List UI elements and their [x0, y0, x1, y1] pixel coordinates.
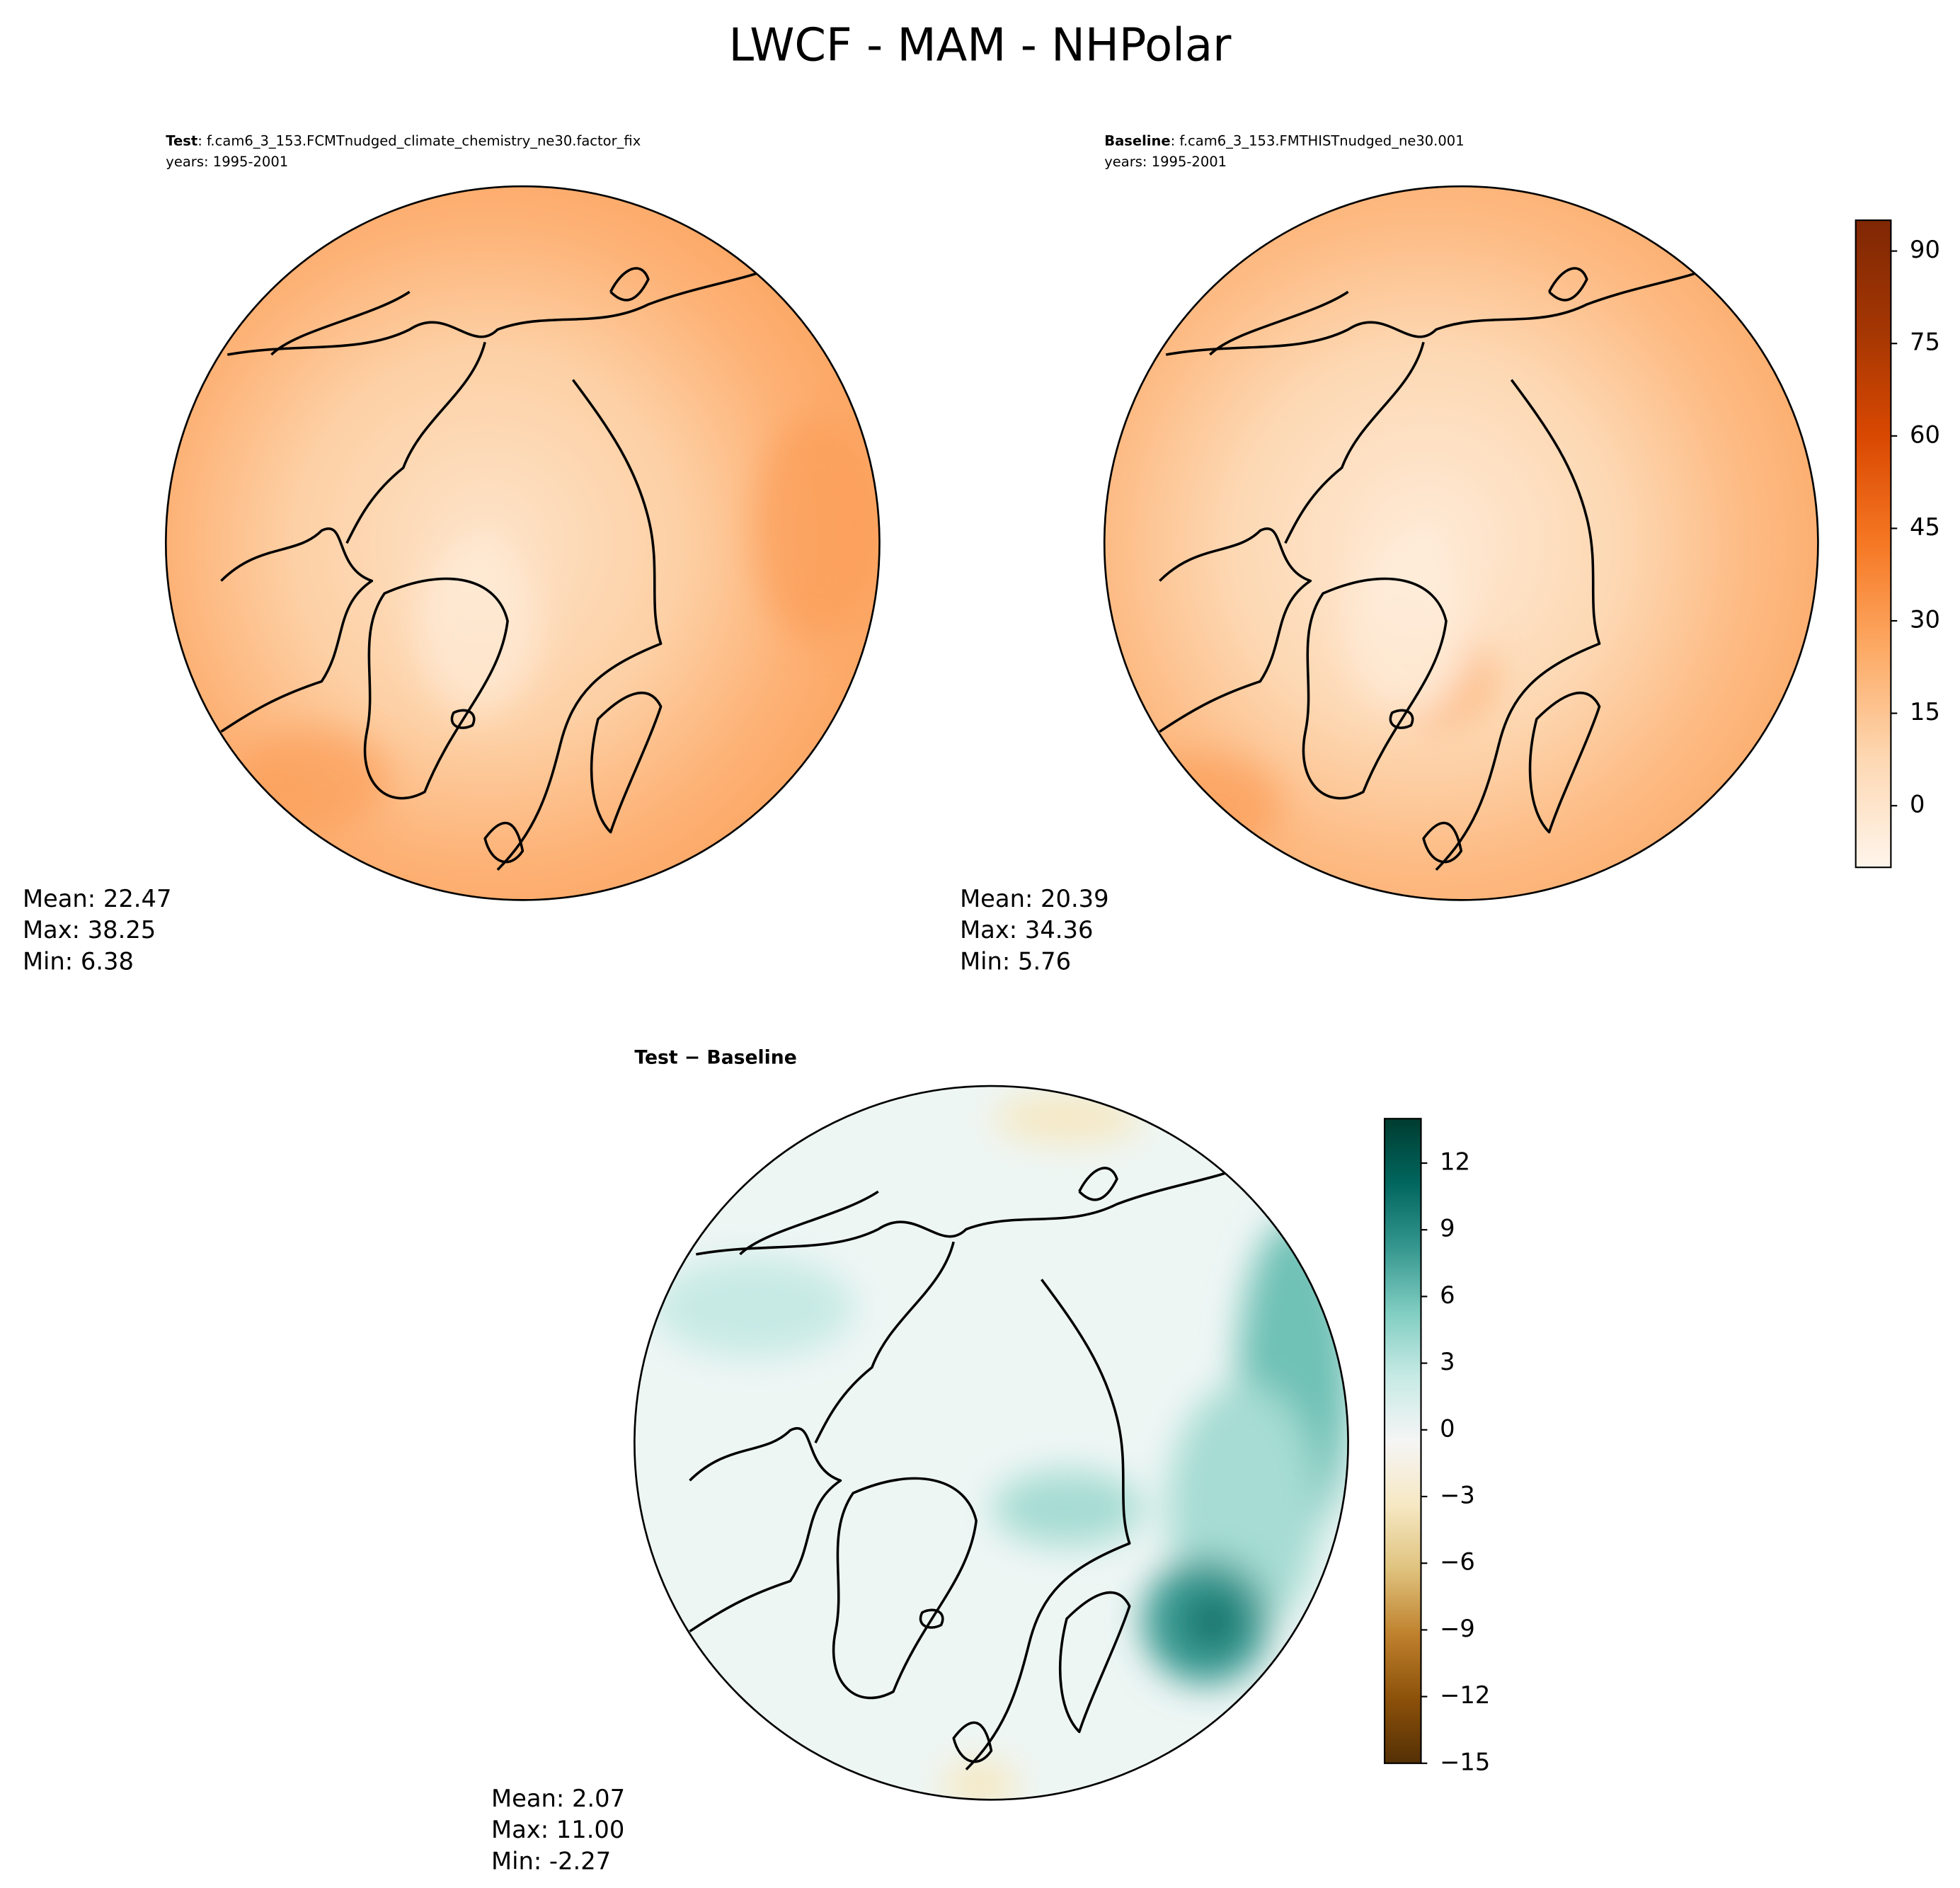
- colorbar-tick-label: −12: [1440, 1681, 1490, 1709]
- colorbar-tick-label: 0: [1440, 1414, 1455, 1442]
- colorbar-tick-label: 15: [1910, 698, 1940, 726]
- colorbar-tick-label: 90: [1910, 236, 1940, 263]
- colorbar-tick-label: 6: [1440, 1281, 1455, 1309]
- panel-subtitle: Test: f.cam6_3_153.FCMTnudged_climate_ch…: [166, 132, 641, 149]
- stat-line: Max: 11.00: [491, 1816, 624, 1843]
- stat-line: Min: 5.76: [960, 948, 1071, 976]
- map-test: [164, 185, 881, 901]
- stat-line: Mean: 2.07: [491, 1785, 625, 1812]
- figure-title: LWCF - MAM - NHPolar: [729, 20, 1232, 72]
- colorbar: [1855, 219, 1892, 869]
- colorbar-tick-label: 60: [1910, 420, 1940, 448]
- stat-line: Mean: 20.39: [960, 885, 1108, 912]
- map-difference: [634, 1085, 1349, 1801]
- colorbar-tick-label: 9: [1440, 1215, 1455, 1242]
- colorbar-tick-label: −6: [1440, 1548, 1475, 1576]
- colorbar-tick-label: −15: [1440, 1748, 1490, 1775]
- panel-subtitle: Test − Baseline: [634, 1047, 796, 1069]
- colorbar-tick-label: 75: [1910, 328, 1940, 356]
- stat-line: Min: 6.38: [23, 948, 134, 976]
- colorbar-tick-label: 30: [1910, 605, 1940, 633]
- colorbar-tick-label: −3: [1440, 1482, 1475, 1509]
- stat-line: Max: 38.25: [23, 916, 156, 944]
- colorbar: [1383, 1118, 1422, 1764]
- stat-line: Min: -2.27: [491, 1848, 611, 1875]
- colorbar-tick-label: 12: [1440, 1148, 1470, 1176]
- colorbar-tick-label: 45: [1910, 513, 1940, 541]
- map-baseline: [1103, 185, 1819, 901]
- panel-years: years: 1995-2001: [1104, 154, 1227, 170]
- colorbar-tick-label: 3: [1440, 1348, 1455, 1375]
- panel-years: years: 1995-2001: [166, 154, 288, 170]
- stat-line: Max: 34.36: [960, 916, 1093, 944]
- panel-subtitle: Baseline: f.cam6_3_153.FMTHISTnudged_ne3…: [1104, 132, 1464, 149]
- stat-line: Mean: 22.47: [23, 885, 171, 912]
- colorbar-tick-label: 0: [1910, 791, 1925, 818]
- colorbar-tick-label: −9: [1440, 1615, 1475, 1642]
